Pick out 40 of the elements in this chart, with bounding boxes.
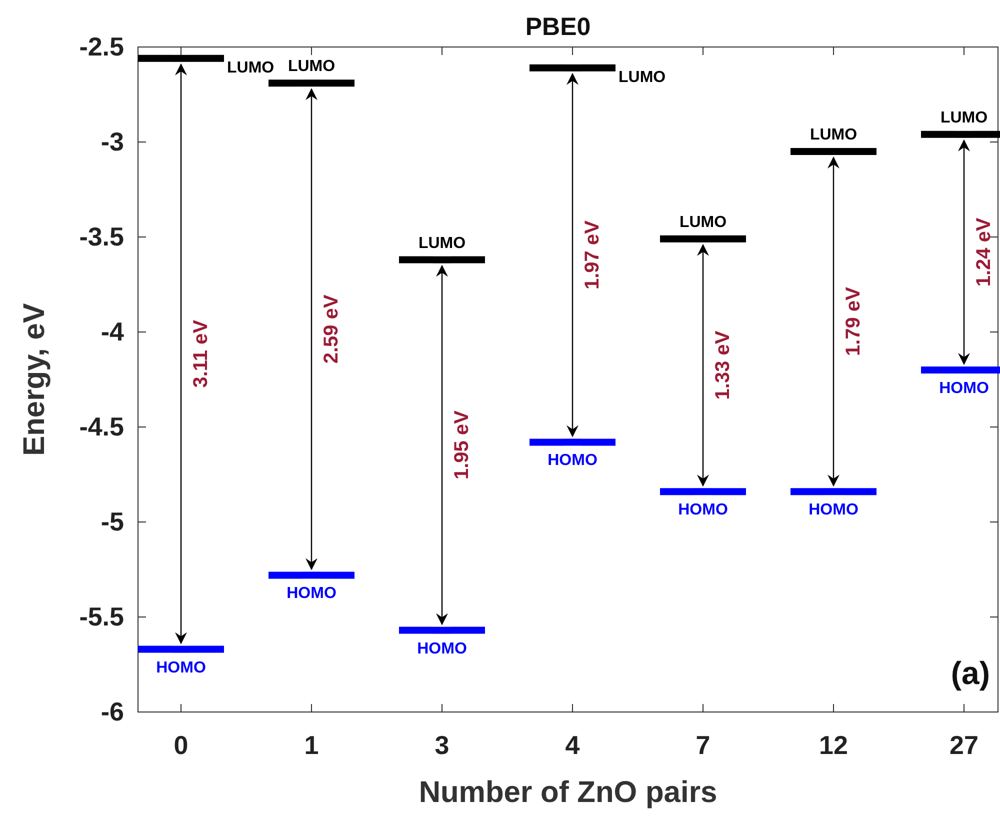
annotation: 1.24 eV — [973, 217, 995, 287]
text: LUMO — [940, 109, 988, 126]
text: LUMO — [679, 214, 727, 231]
x-tick-label: 0 — [174, 730, 188, 760]
annotation: 1.33 eV — [712, 330, 734, 400]
y-tick-label: -5.5 — [79, 601, 124, 632]
y-tick-label: -3 — [100, 126, 124, 156]
series-label: LUMO — [288, 58, 336, 76]
text: HOMO — [939, 380, 989, 397]
x-tick-label: 12 — [819, 730, 848, 760]
y-tick-label: -3.5 — [79, 221, 124, 252]
text: LUMO — [618, 68, 666, 86]
x-tick-label: 4 — [565, 730, 580, 760]
annotation: (a) — [950, 655, 990, 691]
y-tick-label: -2.5 — [79, 31, 124, 62]
x-tick-label: 1 — [304, 730, 319, 760]
annotation: 1.79 eV — [842, 286, 864, 356]
text: HOMO — [156, 659, 206, 676]
text: HOMO — [808, 502, 858, 519]
text: HOMO — [678, 502, 728, 519]
x-tick-label: 7 — [696, 730, 710, 760]
annotation: 2.59 eV — [320, 294, 342, 364]
annotation: 1.97 eV — [582, 220, 604, 290]
y-tick-label: -4.5 — [79, 411, 124, 442]
chart-title: PBE0 — [525, 13, 591, 41]
legend-label: HOMO — [286, 585, 336, 602]
y-axis-title: Energy, eV — [18, 303, 51, 456]
x-tick-label: 3 — [434, 730, 450, 760]
text: HOMO — [417, 640, 467, 658]
y-tick-label: -5 — [100, 506, 124, 536]
y-tick-label: -4 — [100, 316, 125, 346]
text: LUMO — [227, 59, 274, 76]
text: HOMO — [548, 452, 598, 470]
annotation: 3.11 eV — [190, 319, 212, 388]
x-tick-label: 27 — [950, 730, 978, 760]
annotation: 1.95 eV — [451, 410, 473, 480]
y-tick-label: -6 — [100, 696, 124, 726]
text: LUMO — [418, 234, 466, 252]
x-axis-title: Number of ZnO pairs — [418, 776, 718, 809]
text: LUMO — [810, 126, 858, 144]
